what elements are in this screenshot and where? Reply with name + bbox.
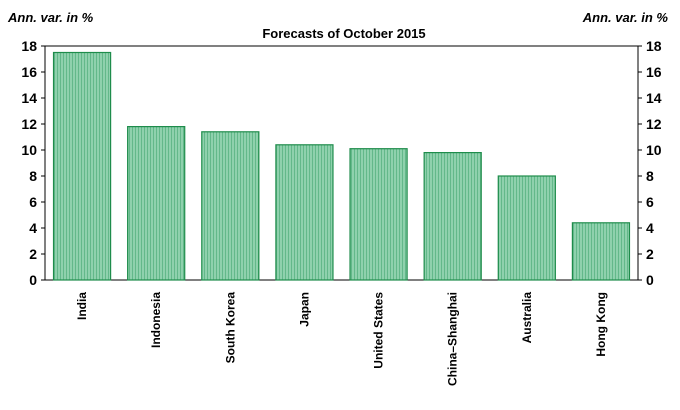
x-category-label: Japan — [297, 292, 311, 327]
y-axis-title-right: Ann. var. in % — [582, 10, 669, 25]
chart-title: Forecasts of October 2015 — [262, 26, 425, 41]
bar-united-states — [349, 148, 408, 281]
x-axis-labels: India Indonesia South Korea Japan United Sta… — [75, 292, 608, 386]
bars — [52, 51, 631, 281]
bar-japan — [275, 144, 334, 281]
y-tick-label-right: 10 — [646, 142, 662, 158]
x-category-label: Hong Kong — [594, 292, 608, 357]
x-category-label: United States — [372, 292, 386, 369]
x-category-label: South Korea — [223, 292, 237, 364]
y-tick-label-left: 8 — [29, 168, 37, 184]
y-axis-left: 0 2 4 6 8 10 12 14 16 18 — [21, 38, 45, 288]
y-tick-label-left: 14 — [21, 90, 37, 106]
x-category-label: China–Shanghai — [446, 292, 460, 386]
x-category-label: Indonesia — [149, 292, 163, 348]
y-tick-label-right: 4 — [646, 220, 654, 236]
y-tick-label-right: 14 — [646, 90, 662, 106]
x-category-label: Australia — [520, 292, 534, 344]
y-tick-label-right: 18 — [646, 38, 662, 54]
y-tick-label-left: 6 — [29, 194, 37, 210]
bar-hong-kong — [571, 222, 631, 281]
y-tick-label-left: 0 — [29, 272, 37, 288]
y-tick-label-right: 12 — [646, 116, 662, 132]
y-tick-label-left: 10 — [21, 142, 37, 158]
y-tick-label-left: 16 — [21, 64, 37, 80]
bar-india — [52, 51, 112, 281]
bar-china-shanghai — [423, 152, 482, 281]
bar-south-korea — [201, 131, 260, 281]
y-axis-right: 0 2 4 6 8 10 12 14 16 18 — [638, 38, 662, 288]
x-category-label: India — [75, 292, 89, 320]
y-tick-label-right: 16 — [646, 64, 662, 80]
bar-australia — [497, 175, 556, 281]
y-tick-label-left: 4 — [29, 220, 37, 236]
y-tick-label-right: 0 — [646, 272, 654, 288]
y-tick-label-left: 12 — [21, 116, 37, 132]
bar-indonesia — [127, 125, 186, 281]
y-tick-label-right: 8 — [646, 168, 654, 184]
plot-area-frame — [44, 45, 639, 281]
y-tick-label-right: 6 — [646, 194, 654, 210]
y-tick-label-left: 2 — [29, 246, 37, 262]
y-tick-label-right: 2 — [646, 246, 654, 262]
y-tick-label-left: 18 — [21, 38, 37, 54]
y-axis-title-left: Ann. var. in % — [7, 10, 94, 25]
